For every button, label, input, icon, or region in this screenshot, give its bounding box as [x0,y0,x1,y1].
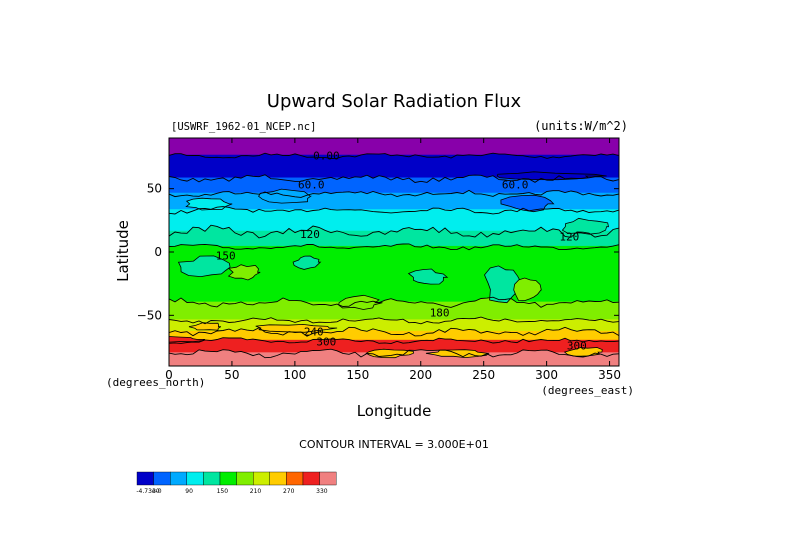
contour-patch [484,265,523,304]
x-tick-label: 200 [409,368,432,382]
contour-label: 120 [300,228,320,241]
colorbar-swatch [219,471,237,486]
contour-label: 150 [216,250,236,263]
contour-line [169,152,619,159]
dataset-label: [USWRF_1962-01_NCEP.nc] [171,121,316,133]
x-tick-label: 350 [598,368,621,382]
contour-label: 300 [316,336,336,349]
contour-line [169,243,619,251]
colorbar-swatch [252,471,270,486]
contour-line [169,326,619,337]
contour-patch [258,188,312,204]
contour-line [169,189,619,198]
colorbar-label: 90 [185,488,193,495]
contour-patch [292,255,322,270]
colorbar-swatch [269,471,287,486]
colorbar-label: 270 [283,488,295,495]
y-unit-note: (degrees_north) [106,376,205,389]
contour-band-edge [169,174,619,187]
contour-label: 60.0 [502,179,529,192]
contour-band-edge [169,225,619,240]
x-unit-note: (degrees_east) [541,384,634,397]
colorbar-label: 150 [217,488,229,495]
contour-patch [177,255,231,278]
y-tick-label: 0 [154,245,162,259]
contour-patch [255,323,338,333]
contour-patch [500,194,555,213]
contour-line [169,224,619,239]
contour-line [169,206,619,215]
colorbar-label: 210 [250,488,262,495]
contour-bands [169,138,619,366]
colorbar-swatch [169,471,187,486]
colorbar-swatch [136,471,154,486]
contour-line [169,296,619,308]
contour-patch [561,217,609,235]
x-tick-label: 50 [224,368,239,382]
contour-label: 180 [430,307,450,320]
contour-interval-note: CONTOUR INTERVAL = 3.000E+01 [299,438,489,451]
colorbar-label: -4.73e-0 [136,488,161,495]
y-axis: 50 0 −50 [137,182,619,322]
contour-line [169,174,619,183]
contour-lines [169,152,619,359]
colorbar-swatch [302,471,320,486]
y-tick-label: 50 [147,182,162,196]
y-tick-label: −50 [137,308,162,322]
contour-patch [513,277,542,301]
x-tick-label: 100 [283,368,306,382]
contour-patch [188,322,222,331]
contour-label: 240 [304,326,324,339]
contour-label: 0.00 [313,150,340,163]
colorbar-swatch [286,471,304,486]
colorbar-label: 30 [152,488,160,495]
contour-band-edge [169,327,619,340]
colorbar-swatch [186,471,204,486]
contour-label: 300 [567,340,587,353]
chart-title: Upward Solar Radiation Flux [267,91,522,112]
units-label: (units:W/m^2) [534,119,628,133]
contour-label: 60.0 [298,179,325,192]
contour-patch [227,264,261,281]
colorbar-swatch [203,471,221,486]
contour-label: 120 [559,231,579,244]
x-tick-label: 250 [472,368,495,382]
x-tick-label: 0 [165,368,173,382]
contour-line [169,337,619,345]
contour-patch [169,336,206,343]
colorbar-swatch [153,471,171,486]
x-tick-label: 150 [346,368,369,382]
contour-line [169,348,619,359]
y-axis-label: Latitude [114,220,132,282]
contour-band [169,138,619,157]
contour-band-edge [169,153,619,164]
colorbar: -4.73e-030 90 150 210 270 330 [136,471,337,495]
x-axis: 0 50 100 150 200 250 300 350 [165,138,621,382]
contour-line [169,316,619,325]
x-tick-label: 300 [535,368,558,382]
colorbar-swatch [319,471,337,486]
contour-band-edge [169,337,619,349]
colorbar-label: 330 [316,488,328,495]
contour-patch [496,171,607,181]
colorbar-swatch [236,471,254,486]
x-axis-label: Longitude [357,402,432,420]
contour-patch [407,268,449,285]
contour-band-edge [169,206,619,219]
